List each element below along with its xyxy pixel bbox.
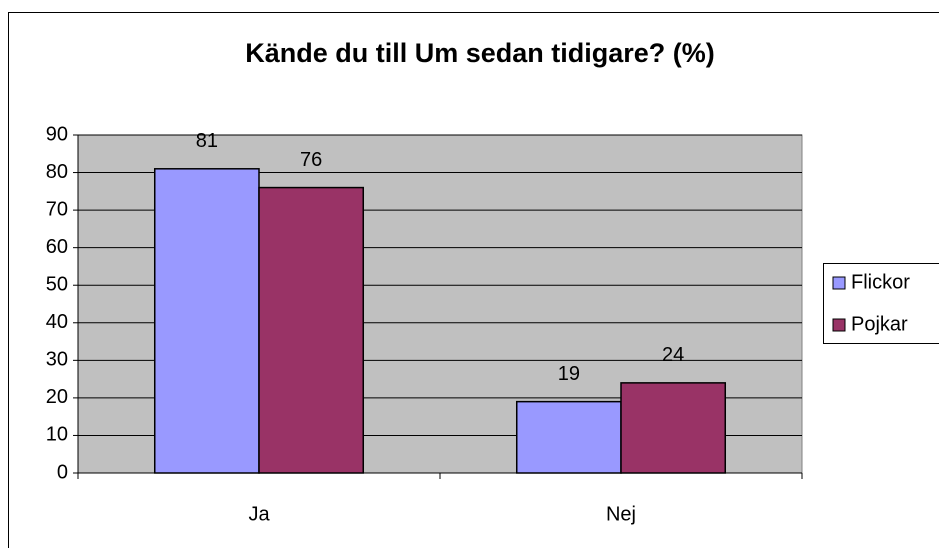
chart-title: Kände du till Um sedan tidigare? (%): [245, 38, 715, 68]
y-tick-label: 80: [46, 161, 68, 183]
y-tick-label: 30: [46, 349, 68, 371]
x-tick-label: Nej: [606, 503, 636, 525]
bar: [258, 186, 365, 474]
y-tick-label: 20: [46, 386, 68, 408]
data-label: 24: [662, 344, 684, 366]
y-tick-label: 40: [46, 311, 68, 333]
data-label: 19: [558, 363, 580, 385]
data-label: 76: [300, 149, 322, 171]
legend-label: Flickor: [851, 271, 910, 293]
bar: [620, 382, 727, 474]
y-tick-label: 10: [46, 424, 68, 446]
y-tick-label: 60: [46, 236, 68, 258]
legend-label: Pojkar: [851, 313, 908, 335]
y-tick-label: 70: [46, 198, 68, 220]
y-tick-label: 90: [46, 123, 68, 145]
legend-swatch: [832, 276, 846, 290]
bar: [515, 400, 622, 474]
x-tick-label: Ja: [248, 503, 270, 525]
legend-swatch: [832, 318, 846, 332]
bar: [153, 168, 260, 474]
y-tick-label: 50: [46, 274, 68, 296]
y-tick-label: 0: [57, 461, 68, 483]
data-label: 81: [196, 130, 218, 152]
